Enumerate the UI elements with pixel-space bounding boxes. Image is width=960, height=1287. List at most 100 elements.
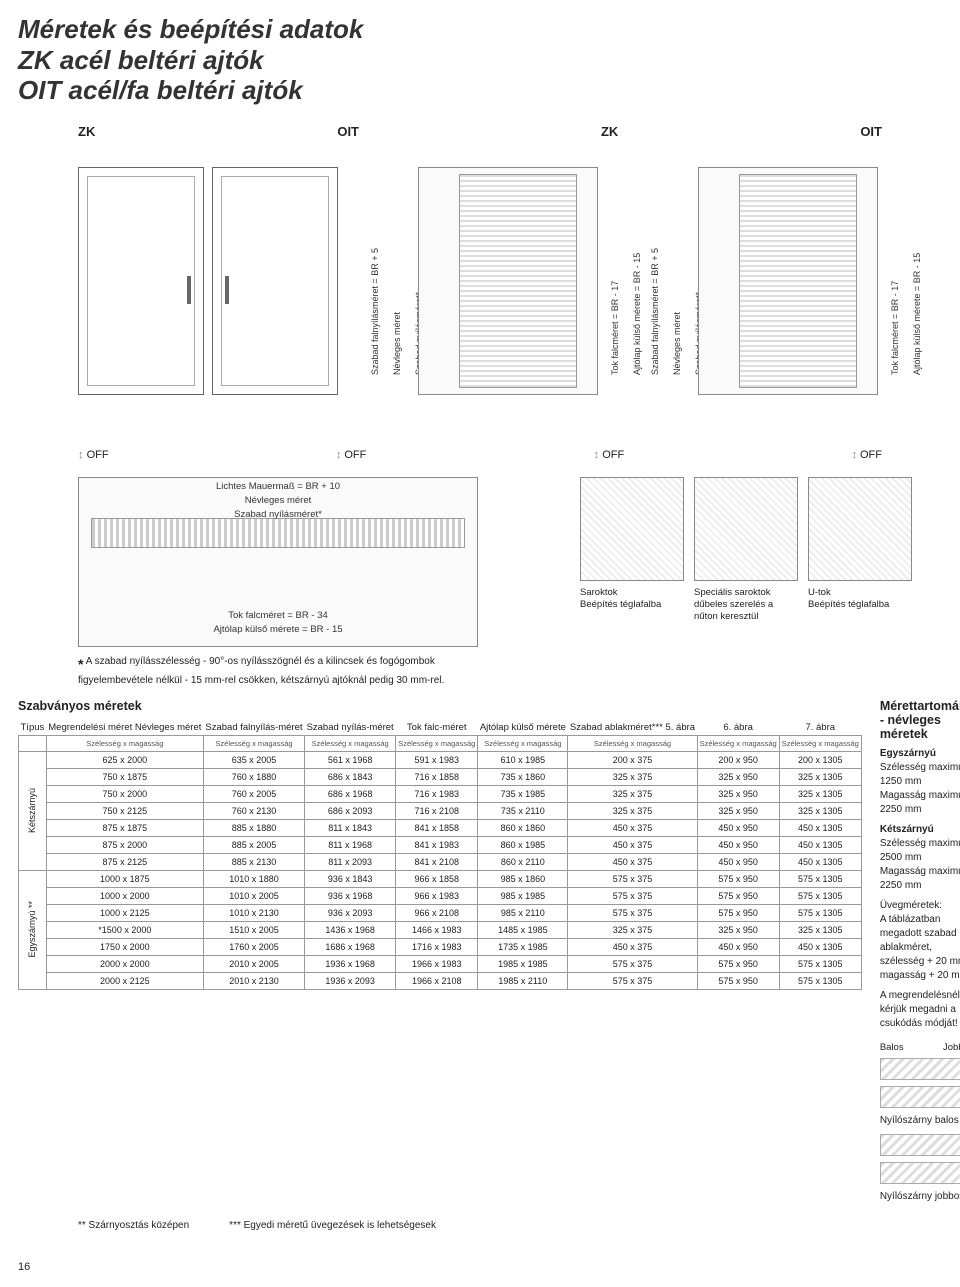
table-cell: 325 x 1305	[779, 786, 861, 803]
section-oit	[698, 167, 878, 395]
page-title: Méretek és beépítési adatok ZK acél belt…	[18, 14, 942, 106]
table-cell: 966 x 1983	[396, 888, 478, 905]
table-cell: 966 x 2108	[396, 905, 478, 922]
table-cell: 450 x 375	[568, 854, 697, 871]
off-label: OFF	[594, 449, 625, 461]
table-row: 750 x 2125760 x 2130686 x 2093716 x 2108…	[19, 803, 862, 820]
table-cell: 1985 x 2110	[478, 973, 568, 990]
footnote: *** Egyedi méretű üvegezések is lehetség…	[229, 1220, 436, 1231]
table-cell: 1010 x 2005	[203, 888, 304, 905]
vlabel: Ajtólap külső mérete = BR - 15	[912, 175, 922, 375]
dim-label: Ajtólap külső mérete = BR - 15	[88, 624, 468, 635]
table-cell: 325 x 375	[568, 786, 697, 803]
subheader: Szélesség x magasság	[697, 736, 779, 752]
detail-caption: dűbeles szerelés a nűton keresztül	[694, 599, 773, 622]
table-cell: 716 x 1858	[396, 769, 478, 786]
table-cell: 200 x 1305	[779, 752, 861, 769]
jobbos-label: Jobbos	[943, 1041, 960, 1054]
subheader: Szélesség x magasság	[568, 736, 697, 752]
table-cell: 1936 x 2093	[305, 973, 396, 990]
table-cell: 811 x 1968	[305, 837, 396, 854]
table-cell: 841 x 2108	[396, 854, 478, 871]
table-cell: 325 x 950	[697, 922, 779, 939]
table-cell: 985 x 2110	[478, 905, 568, 922]
table-cell: 936 x 2093	[305, 905, 396, 922]
detail-utok	[808, 477, 912, 581]
table-cell: 1735 x 1985	[478, 939, 568, 956]
star-footnote: * A szabad nyílásszélesség - 90°-os nyíl…	[78, 655, 498, 687]
table-cell: 575 x 950	[697, 973, 779, 990]
table-cell: 1966 x 1983	[396, 956, 478, 973]
dimension-table: Típus Megrendelési méret Névleges méret …	[18, 719, 862, 990]
table-cell: 716 x 1983	[396, 786, 478, 803]
table-cell: 875 x 2125	[46, 854, 203, 871]
subheader: Szélesség x magasság	[396, 736, 478, 752]
handle-icon	[187, 276, 191, 304]
group-label-ketszarnyu: Kétszárnyú	[19, 752, 47, 871]
table-cell: 450 x 950	[697, 837, 779, 854]
lower-content: Szabványos méretek Típus Megrendelési mé…	[18, 699, 942, 1210]
top-label-row: ZK OIT ZK OIT	[18, 124, 942, 145]
table-cell: 760 x 2130	[203, 803, 304, 820]
table-cell: 750 x 2000	[46, 786, 203, 803]
table-cell: 575 x 1305	[779, 973, 861, 990]
table-cell: 200 x 950	[697, 752, 779, 769]
door-leaf-right	[212, 167, 338, 395]
table-cell: 1750 x 2000	[46, 939, 203, 956]
table-cell: 325 x 1305	[779, 769, 861, 786]
table-cell: 575 x 1305	[779, 905, 861, 922]
table-cell: 686 x 1968	[305, 786, 396, 803]
table-cell: 575 x 1305	[779, 871, 861, 888]
table-row: 750 x 2000760 x 2005686 x 1968716 x 1983…	[19, 786, 862, 803]
th: Szabad falnyílás-méret	[203, 719, 304, 736]
table-cell: 686 x 1843	[305, 769, 396, 786]
title-line-2: ZK acél beltéri ajtók	[18, 45, 942, 76]
table-cell: 1000 x 2000	[46, 888, 203, 905]
table-cell: 561 x 1968	[305, 752, 396, 769]
table-cell: 760 x 2005	[203, 786, 304, 803]
off-label: OFF	[851, 449, 882, 461]
subheader: Szélesség x magasság	[46, 736, 203, 752]
side-text: Szélesség maximum 2500 mm	[880, 838, 960, 863]
table-cell: 325 x 375	[568, 769, 697, 786]
table-cell: 966 x 1858	[396, 871, 478, 888]
table-cell: 575 x 1305	[779, 956, 861, 973]
table-cell: 936 x 1843	[305, 871, 396, 888]
side-k-title: Kétszárnyú	[880, 824, 934, 835]
table-cell: 1485 x 1985	[478, 922, 568, 939]
table-footnotes: ** Szárnyosztás középen *** Egyedi méret…	[18, 1220, 942, 1231]
table-cell: 325 x 1305	[779, 803, 861, 820]
table-cell: 575 x 375	[568, 871, 697, 888]
table-row: 750 x 1875760 x 1880686 x 1843716 x 1858…	[19, 769, 862, 786]
table-cell: 575 x 1305	[779, 888, 861, 905]
table-row: 875 x 2000885 x 2005811 x 1968841 x 1983…	[19, 837, 862, 854]
subheader: Szélesség x magasság	[779, 736, 861, 752]
subheader: Szélesség x magasság	[203, 736, 304, 752]
table-cell: 575 x 950	[697, 905, 779, 922]
table-cell: 735 x 1985	[478, 786, 568, 803]
vlabel: Tok falcméret = BR - 17	[890, 175, 900, 375]
table-cell: 1436 x 1968	[305, 922, 396, 939]
table-cell: 860 x 1860	[478, 820, 568, 837]
side-text: Magasság maximum 2250 mm	[880, 866, 960, 891]
table-cell: 575 x 950	[697, 871, 779, 888]
hatch-icon	[459, 174, 577, 388]
group-label-egyszarnyu: Egyszárnyú **	[19, 871, 47, 990]
table-row: 1000 x 20001010 x 2005936 x 1968966 x 19…	[19, 888, 862, 905]
side-text: Szélesség maximum 1250 mm	[880, 762, 960, 787]
table-cell: 1466 x 1983	[396, 922, 478, 939]
vlabel: Névleges méret	[672, 175, 682, 375]
table-row: Kétszárnyú625 x 2000635 x 2005561 x 1968…	[19, 752, 862, 769]
table-cell: 841 x 1983	[396, 837, 478, 854]
table-cell: 325 x 1305	[779, 922, 861, 939]
table-cell: 325 x 950	[697, 803, 779, 820]
table-cell: *1500 x 2000	[46, 922, 203, 939]
side-text: Magasság maximum 2250 mm	[880, 790, 960, 815]
footnote-text: A szabad nyílásszélesség - 90°-os nyílás…	[78, 656, 444, 686]
table-row: 875 x 1875885 x 1880811 x 1843841 x 1858…	[19, 820, 862, 837]
hatch-icon	[739, 174, 857, 388]
vlabel: Szabad falnyílásméret = BR + 5	[370, 175, 380, 375]
footnote: ** Szárnyosztás középen	[78, 1220, 189, 1231]
table-cell: 985 x 1860	[478, 871, 568, 888]
page-number: 16	[18, 1261, 942, 1273]
